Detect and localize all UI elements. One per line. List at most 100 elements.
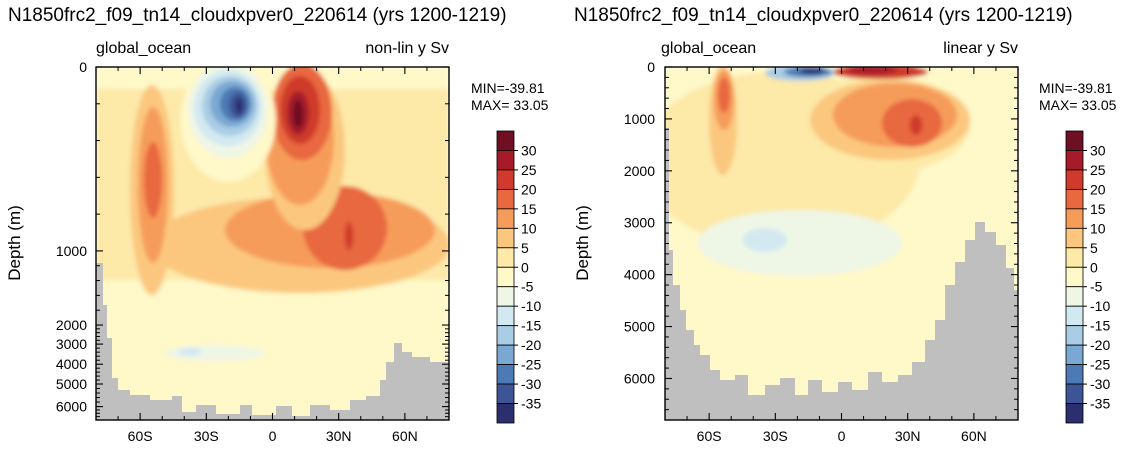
colorbar-label: 20 <box>1090 181 1106 197</box>
colorbar-label: 10 <box>521 220 537 236</box>
panel-linear: N1850frc2_f09_tn14_cloudxpver0_220614 (y… <box>573 5 1117 444</box>
field-patch <box>800 68 824 74</box>
colorbar-swatch <box>496 403 515 424</box>
colorbar-swatch <box>1065 383 1084 404</box>
colorbar-swatch <box>1065 150 1084 171</box>
colorbar-swatch <box>496 169 515 190</box>
colorbar-swatch <box>496 325 515 346</box>
min-label: MIN=-39.81 <box>1039 80 1113 96</box>
colorbar-label: -15 <box>1090 318 1110 334</box>
colorbar-swatch <box>1065 169 1084 190</box>
y-axis-label: Depth (m) <box>5 205 24 281</box>
x-tick-label: 60N <box>392 428 418 444</box>
y-tick-label: 0 <box>647 59 655 75</box>
colorbar-label: -20 <box>1090 337 1110 353</box>
units-label: linear y Sv <box>943 40 1018 57</box>
x-tick-label: 0 <box>838 428 846 444</box>
colorbar-label: -25 <box>1090 357 1110 373</box>
colorbar-swatch <box>496 227 515 249</box>
y-tick-label: 1000 <box>624 111 655 127</box>
min-label: MIN=-39.81 <box>471 80 545 96</box>
panel-nonlinear: N1850frc2_f09_tn14_cloudxpver0_220614 (y… <box>5 5 549 444</box>
colorbar-swatch <box>1065 364 1084 385</box>
colorbar-label: -10 <box>521 298 541 314</box>
region-label: global_ocean <box>96 40 191 57</box>
colorbar-swatch <box>1065 130 1084 151</box>
colorbar-label: -30 <box>521 376 541 392</box>
contour-field <box>96 67 449 420</box>
colorbar-swatch <box>1065 344 1084 365</box>
region-label: global_ocean <box>661 40 756 57</box>
field-patch <box>910 115 922 135</box>
colorbar-swatch <box>1065 325 1084 346</box>
colorbar-swatch <box>496 286 515 307</box>
max-label: MAX= 33.05 <box>1039 97 1117 113</box>
x-tick-label: 30N <box>895 428 921 444</box>
colorbar-label: 15 <box>1090 201 1106 217</box>
colorbar-swatch <box>496 208 515 229</box>
colorbar-swatch <box>496 130 515 151</box>
y-tick-label: 6000 <box>624 370 655 386</box>
colorbar-swatch <box>1065 305 1084 327</box>
colorbar: 30 25 20 15 10 5 0 -5 -10 -15 -20 -25 -30 -35 <box>1065 130 1110 424</box>
colorbar-swatch <box>496 266 515 288</box>
colorbar-label: -5 <box>521 279 534 295</box>
land-mask <box>96 263 449 420</box>
colorbar-swatch <box>1065 188 1084 210</box>
colorbar-label: 15 <box>521 201 537 217</box>
field-patch <box>743 228 787 252</box>
y-tick-label: 2000 <box>624 163 655 179</box>
max-label: MAX= 33.05 <box>471 97 549 113</box>
y-tick-label: 2000 <box>56 317 87 333</box>
axis-ticks: 60S 30S 0 30N 60N 0 1000 2000 3000 4000 5000 6000 <box>56 59 450 444</box>
y-tick-label: 1000 <box>56 243 87 259</box>
field-patch <box>178 348 202 356</box>
axis-ticks: 60S 30S 0 30N 60N 0 1000 2000 3000 4000 5000 6000 <box>624 59 1019 444</box>
field-patch <box>144 142 162 218</box>
x-tick-label: 30S <box>763 428 788 444</box>
units-label: non-lin y Sv <box>365 40 449 57</box>
y-tick-label: 5000 <box>56 376 87 392</box>
colorbar-label: -15 <box>521 318 541 334</box>
colorbar-swatch <box>496 188 515 210</box>
chart-title: N1850frc2_f09_tn14_cloudxpver0_220614 (y… <box>8 5 507 26</box>
x-tick-label: 30N <box>326 428 352 444</box>
y-tick-label: 5000 <box>624 319 655 335</box>
colorbar-swatch <box>1065 286 1084 307</box>
y-tick-label: 3000 <box>56 336 87 352</box>
field-patch <box>235 98 243 114</box>
field-patch <box>345 222 353 250</box>
field-patch <box>718 77 730 113</box>
colorbar-swatch <box>496 150 515 171</box>
colorbar-label: 30 <box>521 142 537 158</box>
y-tick-label: 6000 <box>56 399 87 415</box>
field-patch <box>293 100 303 128</box>
colorbar-label: 0 <box>1090 259 1098 275</box>
colorbar-label: -35 <box>521 396 541 412</box>
y-axis-label: Depth (m) <box>573 205 592 281</box>
chart-title: N1850frc2_f09_tn14_cloudxpver0_220614 (y… <box>574 5 1073 26</box>
colorbar-swatch <box>496 364 515 385</box>
x-tick-label: 60S <box>128 428 153 444</box>
colorbar: 30 25 20 15 10 5 0 -5 -10 -15 -20 -25 -30 -35 <box>496 130 541 424</box>
y-tick-label: 4000 <box>624 267 655 283</box>
colorbar-swatch <box>496 383 515 404</box>
colorbar-label: 30 <box>1090 142 1106 158</box>
colorbar-swatch <box>1065 247 1084 268</box>
colorbar-swatch <box>496 247 515 268</box>
colorbar-label: 0 <box>521 259 529 275</box>
colorbar-label: -20 <box>521 337 541 353</box>
colorbar-label: 25 <box>1090 162 1106 178</box>
field-band <box>96 67 449 89</box>
y-tick-label: 4000 <box>56 356 87 372</box>
colorbar-label: 5 <box>1090 240 1098 256</box>
y-tick-label: 3000 <box>624 215 655 231</box>
colorbar-label: -25 <box>521 357 541 373</box>
colorbar-label: -35 <box>1090 396 1110 412</box>
x-tick-label: 60N <box>961 428 987 444</box>
y-tick-label: 0 <box>79 59 87 75</box>
colorbar-label: -5 <box>1090 279 1103 295</box>
colorbar-swatch <box>496 305 515 327</box>
colorbar-swatch <box>1065 403 1084 424</box>
